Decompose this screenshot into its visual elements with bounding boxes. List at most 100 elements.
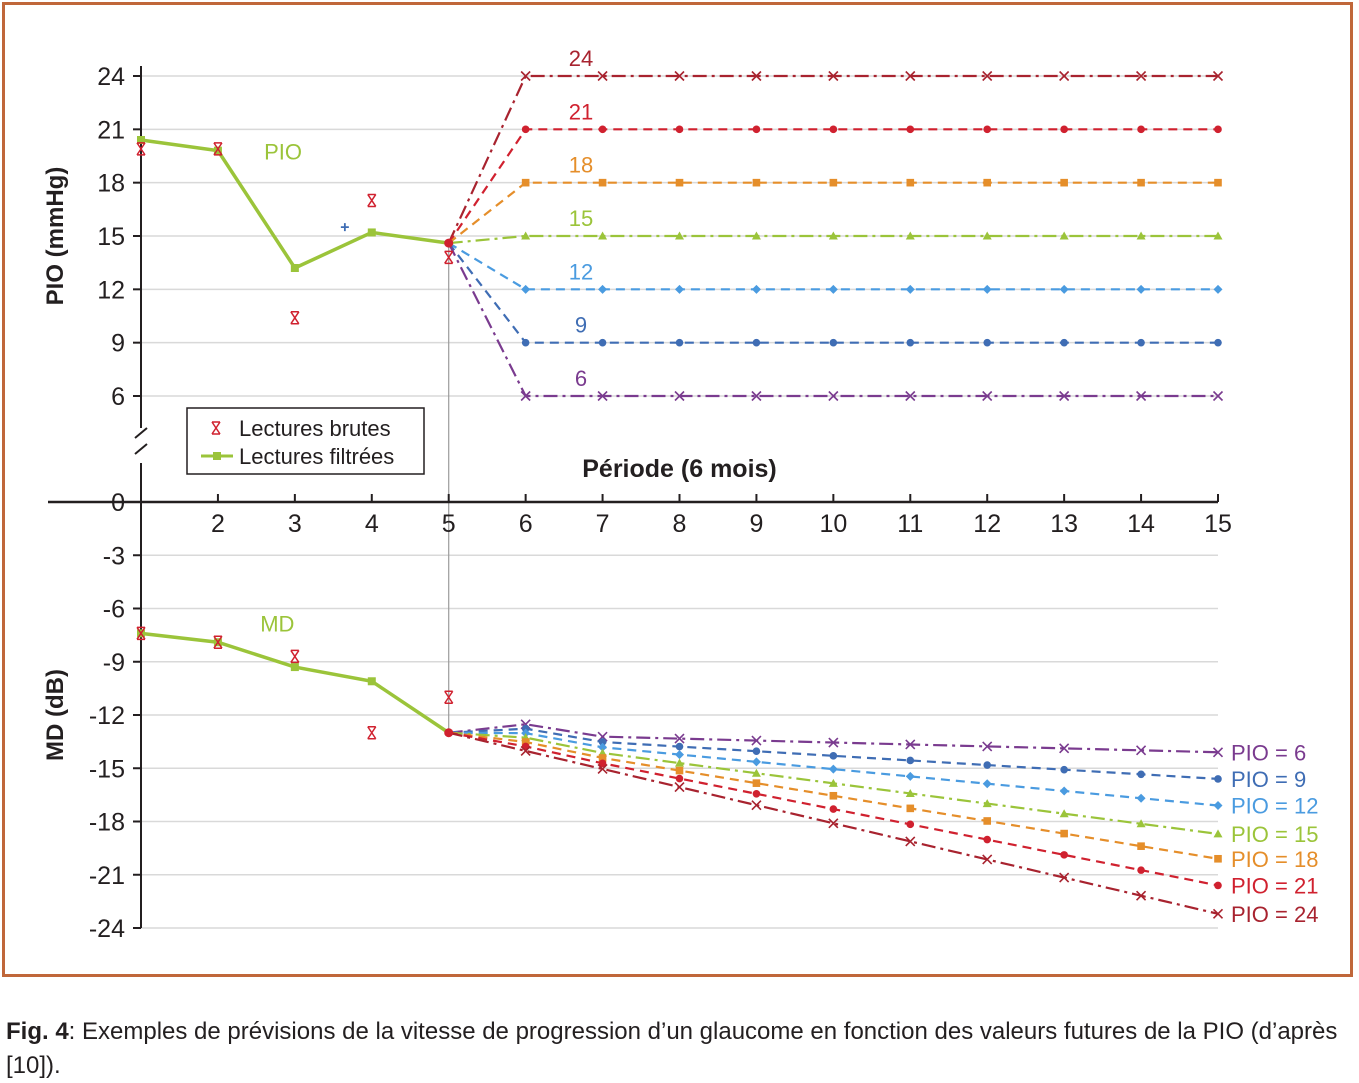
pio-projection-point-12 bbox=[1213, 284, 1223, 294]
legend-raw-marker bbox=[211, 421, 221, 435]
pio-projection-point-24 bbox=[1136, 70, 1147, 82]
md-y-tick-label: -12 bbox=[89, 702, 125, 730]
pio-projection-line-12 bbox=[448, 242, 1218, 291]
figure-caption: Fig. 4: Exemples de prévisions de la vit… bbox=[6, 1015, 1352, 1083]
pio-projection-point-18 bbox=[1060, 178, 1068, 187]
pio-projection-point-9 bbox=[983, 338, 992, 347]
x-tick-label: 11 bbox=[897, 510, 923, 538]
md-projection-point-PIO = 21 bbox=[829, 805, 838, 813]
pio-projection-point-21 bbox=[752, 125, 761, 134]
pio-projection-point-24 bbox=[520, 70, 531, 82]
pio-y-tick-label: 9 bbox=[111, 330, 125, 358]
md-projection-point-PIO = 15 bbox=[1059, 809, 1069, 818]
x-tick-label: 6 bbox=[519, 510, 533, 538]
pio-projection-point-15 bbox=[828, 231, 838, 240]
md-projection-point-PIO = 12 bbox=[1213, 801, 1223, 811]
pio-projection-point-21 bbox=[1214, 125, 1222, 134]
md-raw-point bbox=[290, 649, 300, 664]
md-projection-point-PIO = 9 bbox=[829, 752, 838, 760]
md-projection-point-PIO = 21 bbox=[1060, 851, 1068, 859]
md-projection-point-PIO = 15 bbox=[675, 758, 684, 767]
md-projection-label-PIO=15: PIO = 15 bbox=[1231, 822, 1318, 847]
md-projection-point-PIO = 12 bbox=[828, 764, 838, 774]
md-projection-point-PIO = 18 bbox=[1060, 829, 1068, 838]
x-tick-label: 13 bbox=[1050, 510, 1078, 538]
pio-projection-point-15 bbox=[521, 231, 531, 240]
pio-projection-point-6 bbox=[1059, 390, 1070, 402]
md-projection-point-PIO = 6 bbox=[751, 735, 762, 746]
md-raw-point bbox=[136, 626, 146, 641]
pio-projection-point-15 bbox=[751, 231, 761, 240]
md-projection-point-PIO = 21 bbox=[1214, 881, 1222, 890]
md-projection-point-PIO = 18 bbox=[829, 791, 838, 800]
md-projection-point-PIO = 6 bbox=[828, 737, 839, 748]
md-projection-point-PIO = 21 bbox=[752, 790, 761, 798]
caption-label: Fig. 4 bbox=[6, 1018, 69, 1045]
md-projection-point-PIO = 18 bbox=[752, 779, 761, 787]
axis-break-mark bbox=[134, 427, 148, 455]
pio-projection-point-21 bbox=[906, 125, 915, 134]
pio-y-tick-label: 21 bbox=[97, 116, 125, 144]
pio-projection-point-12 bbox=[598, 284, 608, 294]
md-filtered-point bbox=[367, 677, 376, 686]
md-filtered-line bbox=[140, 631, 450, 735]
md-projection-point-PIO = 12 bbox=[905, 771, 915, 781]
pio-y-tick-label: 15 bbox=[97, 223, 125, 251]
md-projection-point-PIO = 15 bbox=[1213, 829, 1223, 838]
md-y-tick-label: -9 bbox=[103, 649, 125, 677]
pio-projection-line-6 bbox=[447, 242, 1218, 398]
pio-projection-point-9 bbox=[675, 338, 684, 347]
pio-projection-point-18 bbox=[598, 178, 607, 187]
pio-filtered-point bbox=[213, 146, 222, 155]
pio-filtered-point bbox=[367, 228, 376, 237]
pio-projection-label-24: 24 bbox=[569, 46, 593, 71]
x-tick-label: 8 bbox=[673, 510, 687, 538]
md-projection-point-PIO = 15 bbox=[1136, 819, 1146, 828]
pio-projection-point-21 bbox=[675, 125, 684, 134]
md-projection-point-PIO = 24 bbox=[982, 854, 993, 865]
pio-projection-point-18 bbox=[906, 178, 915, 187]
pio-projection-point-6 bbox=[674, 390, 685, 402]
pio-projection-point-12 bbox=[675, 284, 684, 294]
x-tick-label: 15 bbox=[1204, 510, 1232, 538]
pio-projection-point-9 bbox=[521, 338, 530, 347]
pio-projection-point-21 bbox=[598, 125, 607, 134]
axes bbox=[48, 66, 1219, 929]
md-projection-point-PIO = 18 bbox=[1137, 842, 1145, 850]
pio-projection-point-21 bbox=[829, 125, 838, 134]
pio-projection-point-24 bbox=[828, 70, 839, 82]
x-tick-label: 4 bbox=[365, 510, 379, 538]
chart-text: 24 21 18 15 12 9 6 0 -3 -6 -9 -12 -15 -18 -21 -24 2 3 4 5 6 7… bbox=[42, 46, 1318, 943]
pio-projection-point-9 bbox=[906, 338, 915, 347]
pio-projection-point-18 bbox=[1137, 178, 1145, 187]
pio-projection-point-12 bbox=[828, 284, 838, 294]
pio-projection-point-18 bbox=[521, 178, 530, 187]
md-y-tick-label: -15 bbox=[89, 755, 125, 783]
pio-projection-label-6: 6 bbox=[575, 366, 587, 391]
md-filtered-point bbox=[290, 663, 299, 672]
x-tick-label: 2 bbox=[211, 510, 225, 538]
pio-projection-point-6 bbox=[1136, 390, 1147, 402]
md-projection-point-PIO = 18 bbox=[1214, 854, 1222, 863]
pio-raw-point bbox=[136, 142, 146, 156]
md-projection-label-PIO=18: PIO = 18 bbox=[1231, 847, 1318, 872]
pio-projection-point-18 bbox=[752, 178, 761, 187]
pio-raw-point bbox=[213, 142, 223, 156]
series bbox=[136, 70, 1224, 919]
pio-projection-point-21 bbox=[1060, 125, 1068, 134]
pio-series-label: PIO bbox=[264, 140, 302, 165]
pio-projection-point-24 bbox=[1212, 70, 1224, 82]
md-y-tick-label: -24 bbox=[89, 915, 125, 943]
md-projection-label-PIO=9: PIO = 9 bbox=[1231, 767, 1306, 792]
pio-projection-point-6 bbox=[520, 390, 531, 402]
md-y-tick-label: -3 bbox=[103, 542, 125, 570]
pio-projection-point-6 bbox=[1212, 390, 1224, 402]
md-projection-point-PIO = 24 bbox=[828, 818, 839, 829]
md-projection-point-PIO = 18 bbox=[906, 804, 915, 813]
md-projection-point-PIO = 15 bbox=[982, 799, 992, 808]
pio-projection-point-21 bbox=[521, 125, 530, 134]
caption-text: : Exemples de prévisions de la vitesse d… bbox=[6, 1018, 1338, 1079]
pio-projection-point-6 bbox=[751, 390, 762, 402]
pio-projection-line-24 bbox=[447, 74, 1218, 244]
md-projection-label-PIO=21: PIO = 21 bbox=[1231, 873, 1318, 898]
